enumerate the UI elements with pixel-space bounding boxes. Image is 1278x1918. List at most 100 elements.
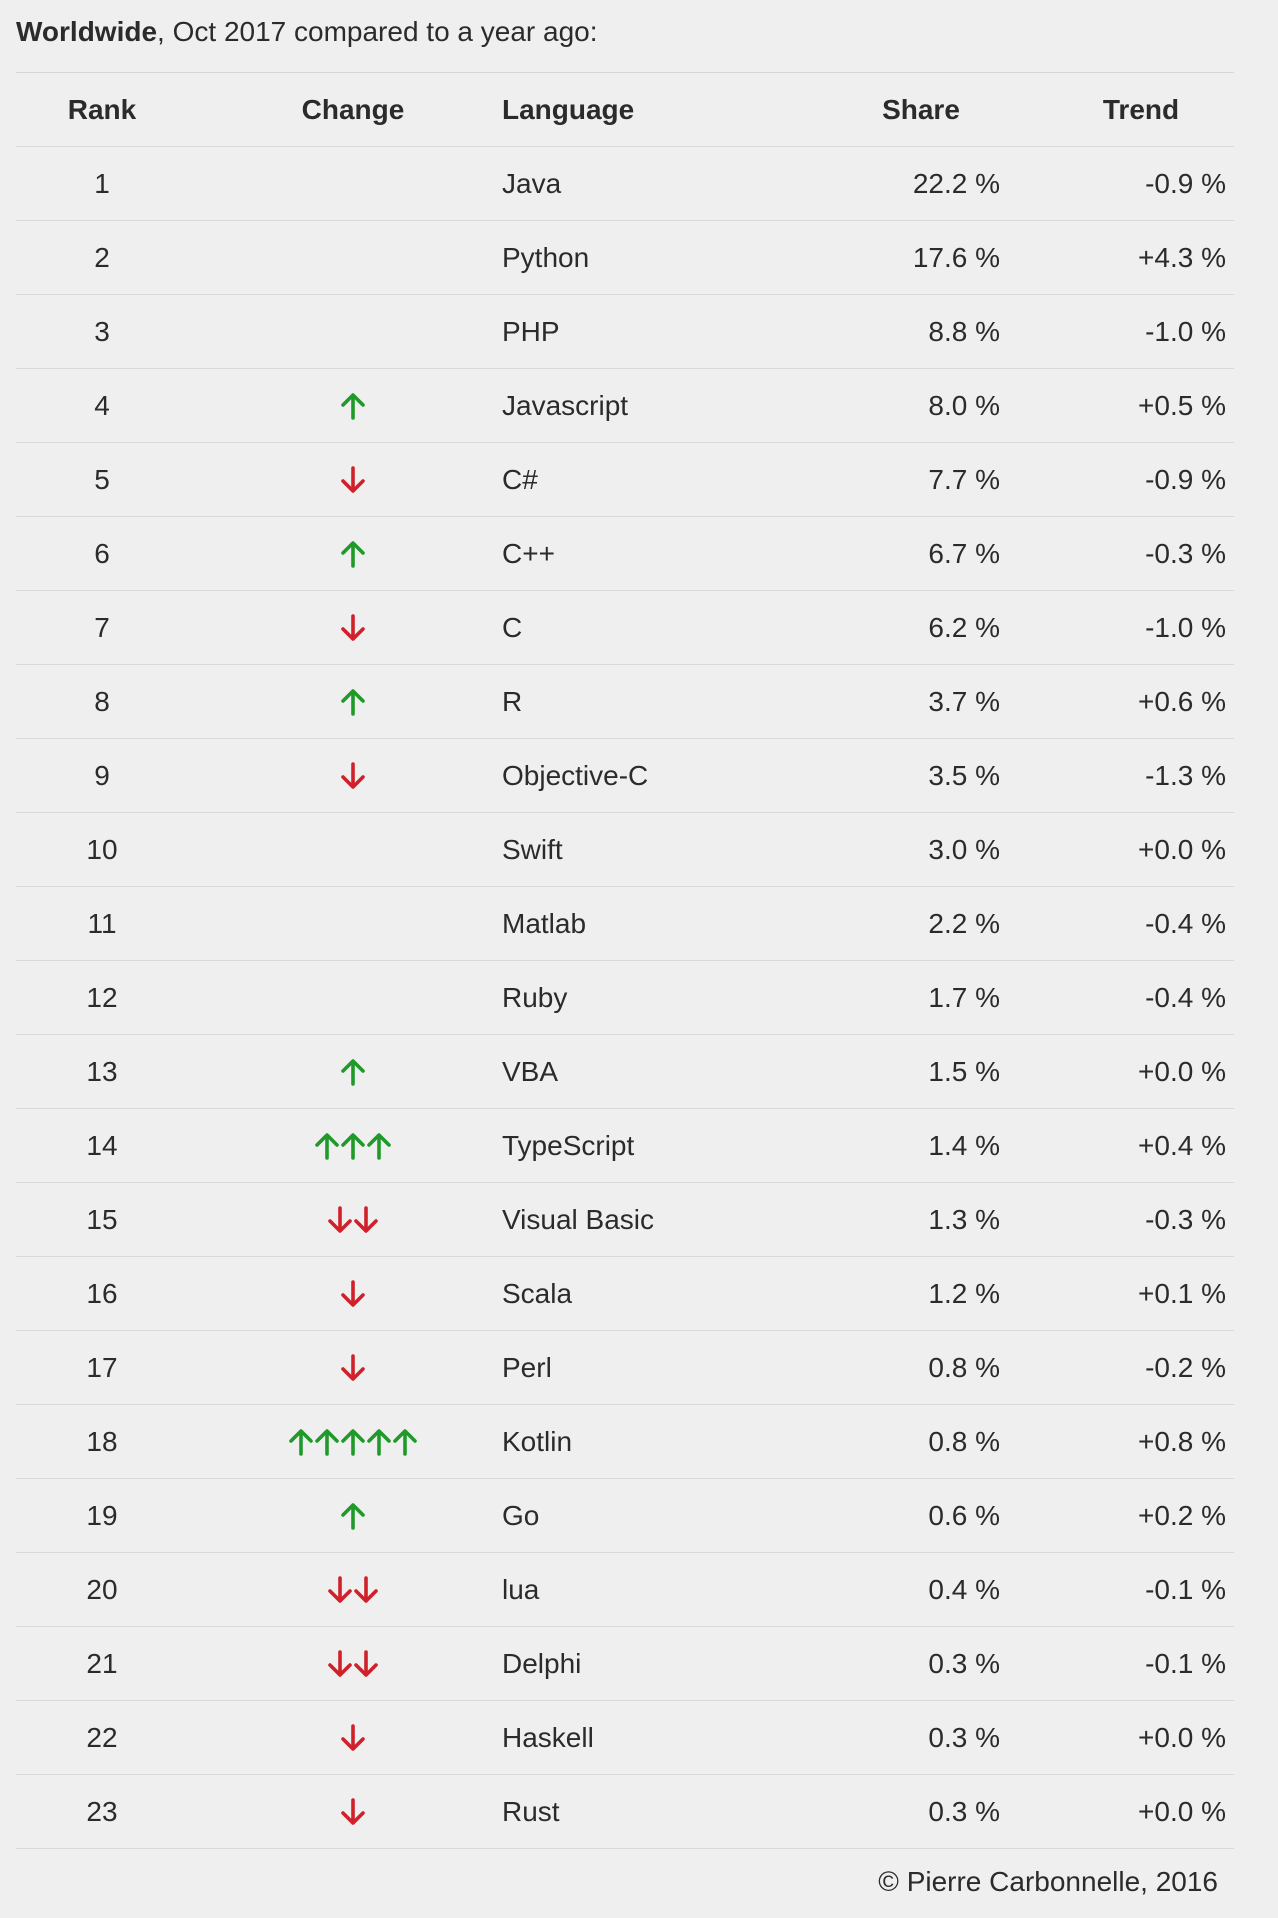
share-cell: 22.2 % [912,168,1000,199]
trend-cell: -0.1 % [1145,1574,1226,1605]
share-cell: 0.8 % [928,1426,1000,1457]
table-bottom-divider [16,1848,1234,1849]
arrow-up-icon [341,1059,365,1086]
share-cell: 0.8 % [928,1352,1000,1383]
arrow-up-icon [367,1133,391,1160]
table-row: 21 Delphi 0.3 % -0.1 % [16,1626,1234,1700]
arrow-up-icon [367,1429,391,1456]
share-cell: 0.6 % [928,1500,1000,1531]
arrow-up-icon [341,541,365,568]
language-cell: R [502,686,523,717]
share-cell: 1.2 % [928,1278,1000,1309]
language-cell: Rust [502,1796,560,1827]
language-cell: C# [502,464,538,495]
language-cell: Ruby [502,982,568,1013]
rank-cell: 22 [86,1722,118,1753]
table-row: 16 Scala 1.2 % +0.1 % [16,1256,1234,1330]
table-row: 1 Java 22.2 % -0.9 % [16,146,1234,220]
language-cell: Javascript [502,390,629,421]
change-arrows [340,1331,366,1405]
table-row: 11 Matlab 2.2 % -0.4 % [16,886,1234,960]
arrow-up-icon [341,1503,365,1530]
arrow-down-icon [354,1576,378,1603]
arrow-up-icon [341,393,365,420]
share-cell: 1.7 % [928,982,1000,1013]
change-cell [238,147,468,221]
trend-cell: -0.3 % [1145,538,1226,569]
table-body: 1 Java 22.2 % -0.9 % 2 Python 17.6 % +4.3 % 3 PHP… [16,146,1234,1848]
change-arrows [340,739,366,813]
share-cell: 0.3 % [928,1648,1000,1679]
change-cell [238,517,468,591]
change-cell [238,1627,468,1701]
language-cell: lua [502,1574,540,1605]
trend-cell: -0.9 % [1145,168,1226,199]
share-cell: 8.0 % [928,390,1000,421]
rank-cell: 10 [86,834,118,865]
language-cell: Swift [502,834,563,865]
rank-cell: 14 [86,1130,118,1161]
column-header-share[interactable]: Share [882,94,960,125]
change-arrows [340,1775,366,1849]
change-cell [238,1775,468,1849]
table-header-row: Rank Change Language Share Trend [16,72,1234,146]
rank-cell: 13 [86,1056,118,1087]
trend-cell: -0.2 % [1145,1352,1226,1383]
trend-cell: -0.4 % [1145,982,1226,1013]
column-header-trend[interactable]: Trend [1102,94,1180,125]
change-cell [238,1183,468,1257]
rank-cell: 4 [94,390,110,421]
rank-cell: 16 [86,1278,118,1309]
trend-cell: +4.3 % [1138,242,1226,273]
table-row: 22 Haskell 0.3 % +0.0 % [16,1700,1234,1774]
arrow-up-icon [341,1133,365,1160]
share-cell: 1.4 % [928,1130,1000,1161]
rank-cell: 20 [86,1574,118,1605]
change-cell [238,221,468,295]
trend-cell: +0.0 % [1138,1056,1226,1087]
column-header-change[interactable]: Change [301,94,405,125]
table-row: 14 TypeScript 1.4 % +0.4 % [16,1108,1234,1182]
language-cell: Go [502,1500,540,1531]
arrow-up-icon [341,1429,365,1456]
arrow-down-icon [341,614,365,641]
change-arrows [340,517,366,591]
arrow-up-icon [315,1133,339,1160]
language-cell: PHP [502,316,560,347]
language-cell: Visual Basic [502,1204,655,1235]
change-arrows [288,1405,418,1479]
heading-region: Worldwide [16,16,158,47]
share-cell: 1.3 % [928,1204,1000,1235]
language-cell: C [502,612,523,643]
change-arrows [314,1109,392,1183]
arrow-down-icon [341,466,365,493]
language-cell: Java [502,168,562,199]
rank-cell: 3 [94,316,110,347]
language-cell: TypeScript [502,1130,635,1161]
change-cell [238,813,468,887]
rank-cell: 9 [94,760,110,791]
rank-cell: 18 [86,1426,118,1457]
arrow-up-icon [289,1429,313,1456]
change-cell [238,1331,468,1405]
language-ranking-table: Rank Change Language Share Trend 1 Java 22… [16,72,1234,1849]
table-row: 17 Perl 0.8 % -0.2 % [16,1330,1234,1404]
share-cell: 3.0 % [928,834,1000,865]
table-row: 23 Rust 0.3 % +0.0 % [16,1774,1234,1848]
language-cell: Delphi [502,1648,582,1679]
page-heading: Worldwide, Oct 2017 compared to a year a… [16,14,598,50]
column-header-language[interactable]: Language [502,94,635,125]
arrow-down-icon [341,1724,365,1751]
column-header-rank[interactable]: Rank [67,94,137,125]
table-row: 13 VBA 1.5 % +0.0 % [16,1034,1234,1108]
language-cell: Matlab [502,908,587,939]
change-arrows [340,1701,366,1775]
trend-cell: +0.6 % [1138,686,1226,717]
trend-cell: +0.0 % [1138,1796,1226,1827]
share-cell: 0.4 % [928,1574,1000,1605]
arrow-down-icon [354,1650,378,1677]
trend-cell: -0.1 % [1145,1648,1226,1679]
share-cell: 7.7 % [928,464,1000,495]
language-cell: C++ [502,538,555,569]
rank-cell: 21 [86,1648,118,1679]
